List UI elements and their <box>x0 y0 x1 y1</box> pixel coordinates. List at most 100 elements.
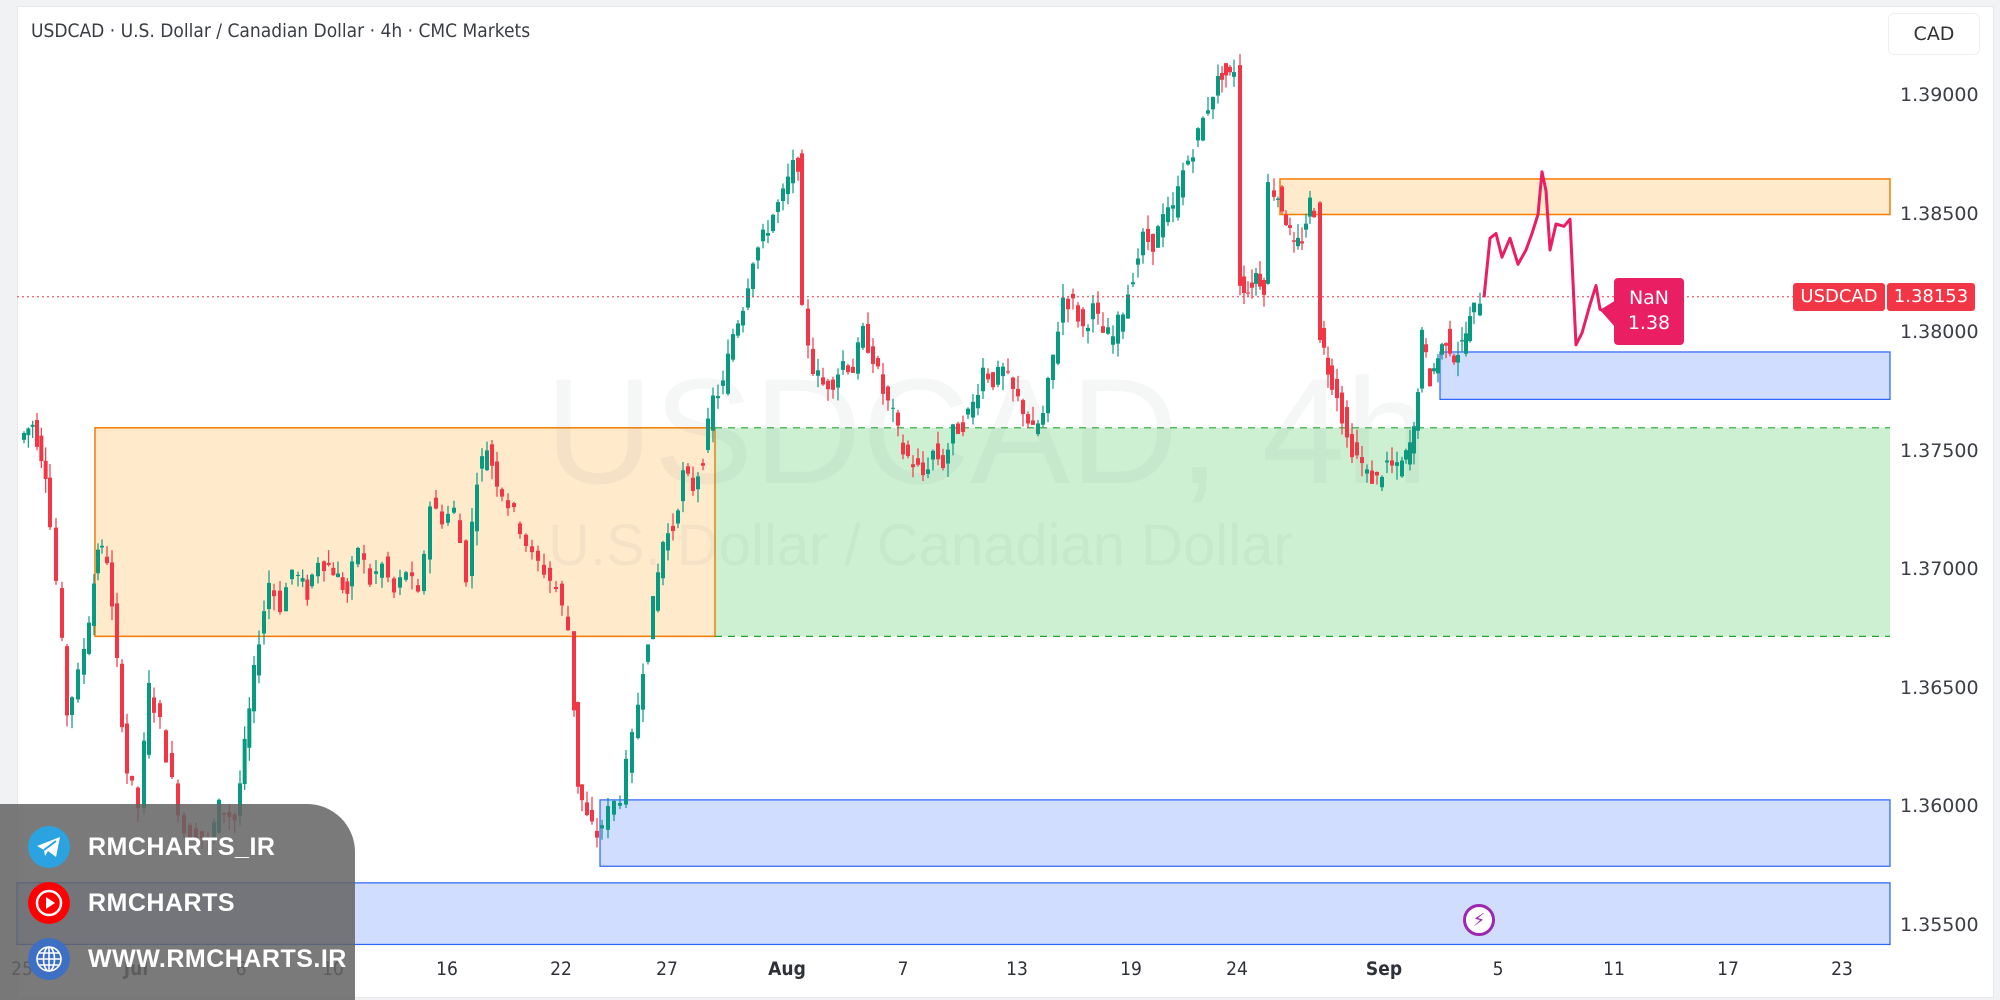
candle <box>76 662 80 703</box>
candle <box>35 412 39 451</box>
candle <box>1308 190 1312 224</box>
candle <box>446 505 450 526</box>
candle <box>806 299 810 359</box>
candle <box>416 578 420 593</box>
projection-badge-line1: NaN <box>1628 287 1670 309</box>
candle <box>986 368 990 383</box>
candle <box>252 655 256 724</box>
candle <box>976 384 980 416</box>
candle <box>911 455 915 478</box>
candle <box>1340 385 1344 435</box>
currency-button[interactable]: CAD <box>1888 13 1980 55</box>
candle <box>846 363 850 375</box>
candle <box>656 563 660 613</box>
supply-zone-left[interactable] <box>94 427 716 638</box>
candle <box>115 592 119 668</box>
candle <box>1181 162 1185 206</box>
candle <box>1011 376 1015 402</box>
candle <box>891 398 895 423</box>
candle <box>54 518 58 585</box>
candle <box>1304 213 1308 238</box>
watermark-symbol: USDCAD, 4h <box>545 347 1429 515</box>
candle <box>1001 362 1005 391</box>
candle <box>542 553 546 579</box>
candle <box>1136 248 1140 278</box>
price-axis-label: 1.38000 <box>1900 321 1979 343</box>
price-axis-label: 1.36500 <box>1900 676 1979 699</box>
candle <box>1161 203 1165 248</box>
candle <box>624 749 628 809</box>
candle <box>398 569 402 596</box>
candle <box>1448 320 1452 357</box>
lightning-icon[interactable]: ⚡ <box>1463 904 1495 936</box>
chart-title: USDCAD · U.S. Dollar / Canadian Dollar ·… <box>31 20 531 42</box>
candle <box>1330 358 1334 396</box>
candle <box>1201 116 1205 142</box>
candle <box>1176 175 1180 221</box>
candle <box>651 595 655 640</box>
candle <box>70 696 74 729</box>
candle <box>636 692 640 740</box>
projection-badge-line2: 1.38 <box>1627 312 1671 334</box>
candle <box>711 387 715 443</box>
candle <box>1395 451 1399 480</box>
candle <box>1156 224 1160 248</box>
candle <box>257 630 261 684</box>
candle <box>480 448 484 482</box>
candle <box>278 581 282 615</box>
candle <box>1416 388 1420 439</box>
candle <box>1146 215 1150 251</box>
candle <box>331 562 336 576</box>
candle <box>796 156 800 181</box>
demand-zone-jul[interactable] <box>599 799 1891 867</box>
candle <box>1380 475 1384 492</box>
candle <box>1432 362 1436 375</box>
website-link[interactable]: WWW.RMCHARTS.IR <box>28 938 347 980</box>
candle <box>816 358 820 388</box>
candle <box>464 539 468 587</box>
candle <box>866 312 870 354</box>
candle <box>1116 311 1120 357</box>
candle <box>996 360 1000 388</box>
time-axis-label: 16 <box>436 958 458 980</box>
candle <box>1216 64 1220 104</box>
candle <box>1444 342 1448 359</box>
telegram-link[interactable]: RMCHARTS_IR <box>28 826 275 868</box>
demand-zone-sep[interactable] <box>1439 351 1891 400</box>
candle <box>946 442 950 477</box>
candle <box>158 699 162 729</box>
youtube-link[interactable]: RMCHARTS <box>28 882 235 924</box>
candle <box>606 797 610 839</box>
candle <box>164 729 168 763</box>
supply-zone-right[interactable] <box>1279 178 1891 216</box>
candle <box>404 570 408 582</box>
range-zone[interactable] <box>715 427 1890 637</box>
candle <box>572 631 576 717</box>
candle <box>322 560 326 582</box>
candle <box>470 508 474 589</box>
candle <box>1096 291 1100 325</box>
price-axis-label: 1.35500 <box>1900 913 1979 936</box>
candle <box>841 350 845 375</box>
candle <box>1031 406 1035 425</box>
candle <box>1266 173 1270 285</box>
candle <box>452 500 456 514</box>
candle <box>951 423 955 456</box>
candle <box>1404 448 1408 464</box>
candle <box>170 740 174 780</box>
candle <box>1292 231 1296 253</box>
candle <box>272 583 276 611</box>
candle <box>1224 62 1228 88</box>
time-axis-label: 11 <box>1603 958 1625 980</box>
candle <box>374 560 378 584</box>
candle <box>105 546 109 566</box>
candle <box>1424 338 1428 358</box>
candle <box>147 670 151 759</box>
projection-badge-pointer <box>1600 300 1616 328</box>
candle <box>1196 127 1200 148</box>
candle <box>1021 398 1025 427</box>
candle <box>800 149 804 306</box>
candle <box>242 726 247 790</box>
candle <box>120 659 124 733</box>
